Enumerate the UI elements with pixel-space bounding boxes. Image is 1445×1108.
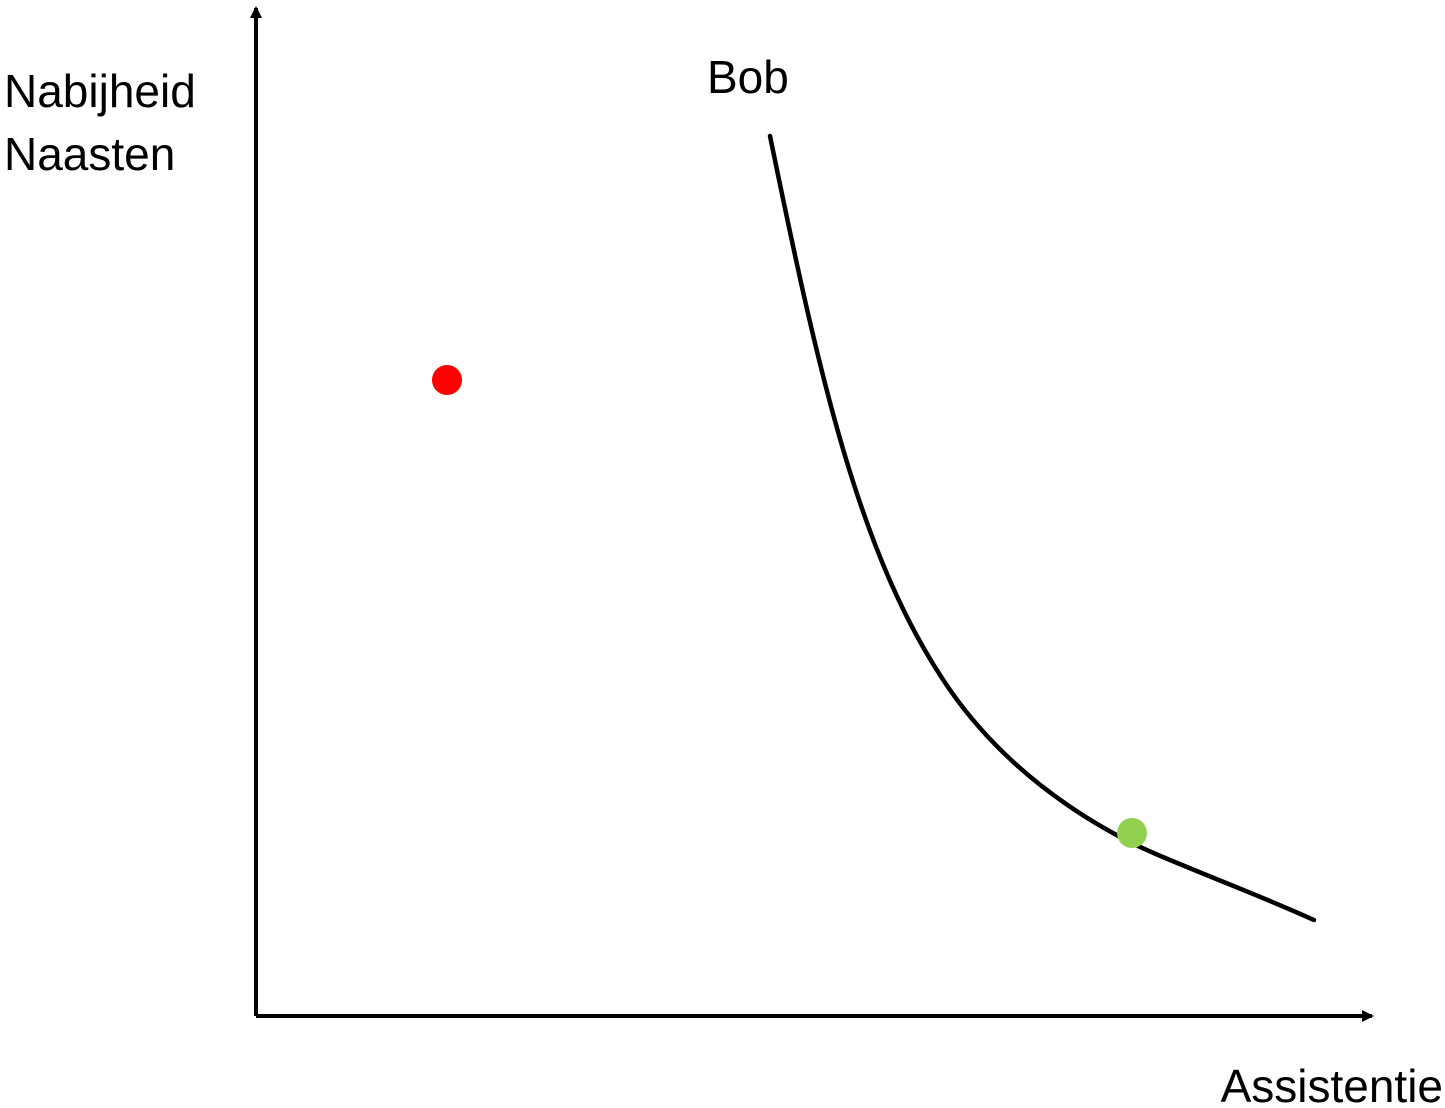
- green-point: [1117, 818, 1147, 848]
- y-axis-label-line1: Nabijheid: [4, 65, 196, 117]
- bob-curve: [767, 133, 1317, 923]
- red-point: [432, 365, 462, 395]
- curve-label-bob: Bob: [707, 51, 789, 103]
- y-axis-label-line2: Naasten: [4, 128, 175, 180]
- x-axis-label: Assistentie: [1221, 1060, 1443, 1108]
